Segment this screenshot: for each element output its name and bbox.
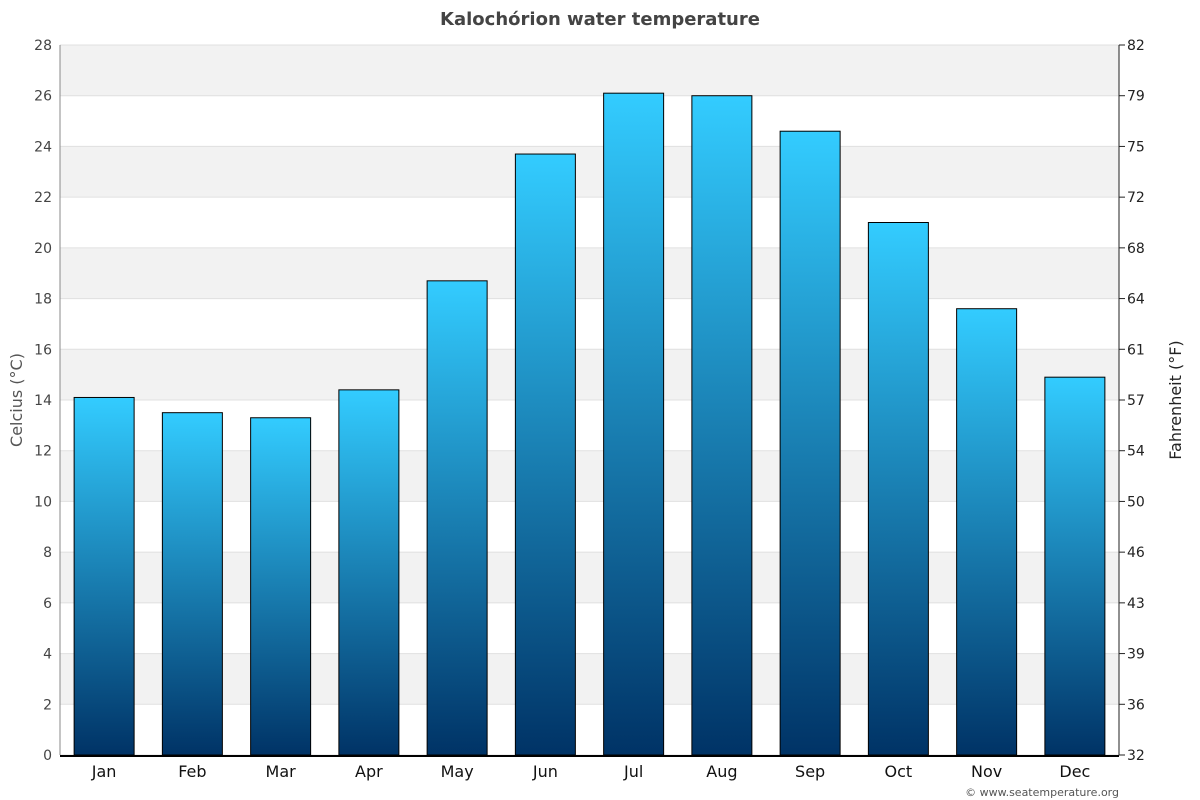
y-tick-label-left: 14 — [34, 393, 52, 409]
bar-apr — [338, 389, 400, 756]
x-tick-label: Aug — [706, 762, 737, 781]
credit-text[interactable]: © www.seatemperature.org — [965, 786, 1119, 799]
grid-band — [60, 45, 1119, 96]
bar-jul — [603, 92, 665, 756]
x-tick-label: Feb — [178, 762, 206, 781]
bar-jun — [514, 153, 576, 756]
x-tick-label: Sep — [795, 762, 825, 781]
y-tick-label-left: 16 — [34, 342, 52, 358]
grid-band — [60, 247, 1119, 299]
y-tick-label-left: 24 — [34, 139, 52, 155]
y-tick-label-left: 2 — [43, 697, 52, 713]
y-tick-label-left: 8 — [43, 545, 52, 561]
grid-band — [60, 653, 1119, 705]
grid-band — [60, 146, 1119, 198]
y-tick-label-left: 26 — [34, 89, 52, 105]
y-tick-label-right: 68 — [1127, 241, 1145, 257]
bar-aug — [691, 95, 753, 756]
y-tick-label-right: 61 — [1127, 342, 1145, 358]
grid-band — [60, 552, 1119, 603]
y-tick-label-right: 64 — [1127, 292, 1145, 308]
x-tick-label: Mar — [266, 762, 297, 781]
y-tick-label-right: 57 — [1127, 393, 1145, 409]
grid-band — [60, 450, 1119, 502]
y-axis-label-left: Celcius (°C) — [7, 353, 26, 447]
x-tick-label: Dec — [1059, 762, 1090, 781]
x-tick-label: Jun — [532, 762, 558, 781]
x-tick-label: Jul — [623, 762, 643, 781]
bar-dec — [1044, 376, 1106, 756]
y-tick-label-left: 22 — [34, 190, 52, 206]
y-tick-label-right: 39 — [1127, 647, 1145, 663]
bar-oct — [867, 222, 929, 756]
y-tick-label-left: 0 — [43, 748, 52, 764]
x-tick-label: Jan — [91, 762, 117, 781]
y-tick-label-right: 82 — [1127, 38, 1145, 54]
y-tick-label-right: 43 — [1127, 596, 1145, 612]
y-tick-label-left: 6 — [43, 596, 52, 612]
y-tick-label-left: 10 — [34, 494, 52, 510]
y-tick-label-left: 20 — [34, 241, 52, 257]
bar-nov — [956, 308, 1018, 756]
y-tick-label-right: 46 — [1127, 545, 1145, 561]
y-tick-label-right: 32 — [1127, 748, 1145, 764]
y-tick-label-right: 50 — [1127, 494, 1145, 510]
x-tick-label: Apr — [355, 762, 383, 781]
bar-feb — [161, 412, 223, 756]
x-tick-label: Oct — [885, 762, 913, 781]
y-tick-label-left: 4 — [43, 647, 52, 663]
y-tick-label-left: 12 — [34, 444, 52, 460]
bar-sep — [779, 130, 841, 756]
y-tick-label-right: 36 — [1127, 697, 1145, 713]
x-tick-label: May — [441, 762, 474, 781]
grid-band — [60, 349, 1119, 400]
bar-mar — [250, 417, 312, 756]
chart-title: Kalochórion water temperature — [440, 9, 760, 30]
y-tick-label-left: 18 — [34, 292, 52, 308]
y-tick-label-right: 72 — [1127, 190, 1145, 206]
bar-jan — [73, 396, 135, 756]
y-tick-label-right: 75 — [1127, 139, 1145, 155]
y-tick-label-right: 79 — [1127, 89, 1145, 105]
y-tick-label-left: 28 — [34, 38, 52, 54]
y-tick-label-right: 54 — [1127, 444, 1145, 460]
x-tick-label: Nov — [971, 762, 1002, 781]
y-axis-label-right: Fahrenheit (°F) — [1166, 340, 1185, 459]
bar-may — [426, 280, 488, 756]
